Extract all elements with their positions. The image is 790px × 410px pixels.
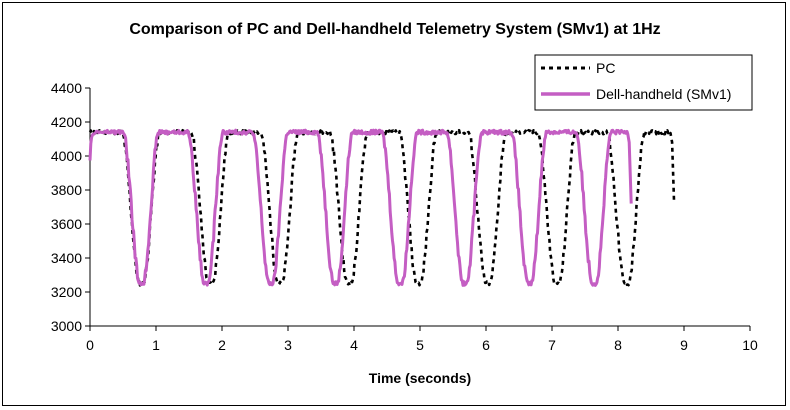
- x-tick-label: 5: [416, 337, 424, 353]
- legend-box: [534, 54, 753, 111]
- x-tick-label: 0: [86, 337, 94, 353]
- series-line-dell-handheld: [88, 128, 633, 287]
- x-tick-label: 3: [284, 337, 292, 353]
- plot-area: [90, 88, 750, 326]
- tick-labels: 3000 3200 3400 3600 3800 4000 4200 4400 0 1 2 3 4 5 6 7…: [51, 80, 758, 353]
- axes: [85, 87, 751, 331]
- series-layer: [88, 128, 676, 287]
- y-tick-label: 3200: [51, 284, 82, 300]
- x-tick-label: 2: [218, 337, 226, 353]
- x-tick-label: 9: [680, 337, 688, 353]
- x-tick-label: 4: [350, 337, 358, 353]
- y-tick-label: 4400: [51, 80, 82, 96]
- x-tick-label: 10: [742, 337, 758, 353]
- y-tick-label: 3400: [51, 250, 82, 266]
- y-tick-label: 3800: [51, 182, 82, 198]
- y-tick-label: 3600: [51, 216, 82, 232]
- legend: PC Dell-handheld (SMv1): [534, 54, 753, 111]
- x-tick-label: 7: [548, 337, 556, 353]
- x-tick-label: 6: [482, 337, 490, 353]
- legend-pc-label: PC: [596, 60, 615, 76]
- y-tick-label: 4000: [51, 148, 82, 164]
- x-tick-label: 1: [152, 337, 160, 353]
- legend-dell-label: Dell-handheld (SMv1): [596, 86, 731, 102]
- x-axis-title: Time (seconds): [368, 370, 472, 386]
- chart-title: Comparison of PC and Dell-handheld Telem…: [129, 21, 661, 38]
- y-tick-label: 4200: [51, 114, 82, 130]
- x-tick-label: 8: [614, 337, 622, 353]
- y-tick-label: 3000: [51, 318, 82, 334]
